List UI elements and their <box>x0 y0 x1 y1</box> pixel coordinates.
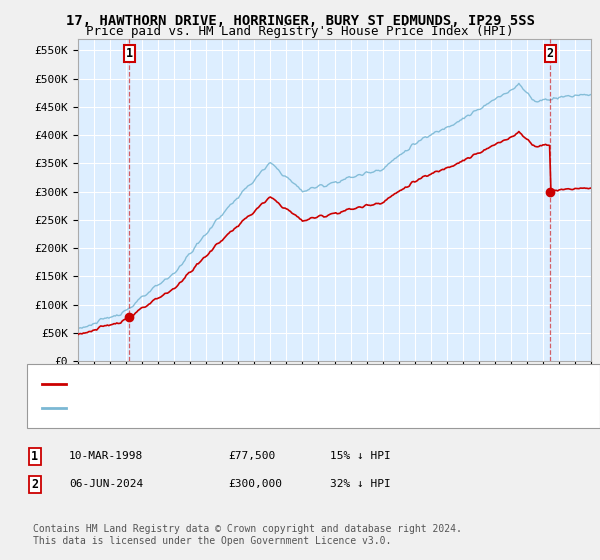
Text: 17, HAWTHORN DRIVE, HORRINGER, BURY ST EDMUNDS, IP29 5SS (detached house): 17, HAWTHORN DRIVE, HORRINGER, BURY ST E… <box>72 380 565 390</box>
Text: 17, HAWTHORN DRIVE, HORRINGER, BURY ST EDMUNDS, IP29 5SS: 17, HAWTHORN DRIVE, HORRINGER, BURY ST E… <box>65 14 535 28</box>
Text: 2: 2 <box>31 478 38 491</box>
Text: 06-JUN-2024: 06-JUN-2024 <box>69 479 143 489</box>
Text: £300,000: £300,000 <box>228 479 282 489</box>
Text: HPI: Average price, detached house, West Suffolk: HPI: Average price, detached house, West… <box>72 403 396 413</box>
Text: Contains HM Land Registry data © Crown copyright and database right 2024.
This d: Contains HM Land Registry data © Crown c… <box>33 524 462 546</box>
Text: 2: 2 <box>547 47 554 60</box>
Text: Price paid vs. HM Land Registry's House Price Index (HPI): Price paid vs. HM Land Registry's House … <box>86 25 514 38</box>
Text: 15% ↓ HPI: 15% ↓ HPI <box>330 451 391 461</box>
Text: 1: 1 <box>31 450 38 463</box>
Text: 10-MAR-1998: 10-MAR-1998 <box>69 451 143 461</box>
Text: £77,500: £77,500 <box>228 451 275 461</box>
Text: 32% ↓ HPI: 32% ↓ HPI <box>330 479 391 489</box>
Text: 1: 1 <box>126 47 133 60</box>
